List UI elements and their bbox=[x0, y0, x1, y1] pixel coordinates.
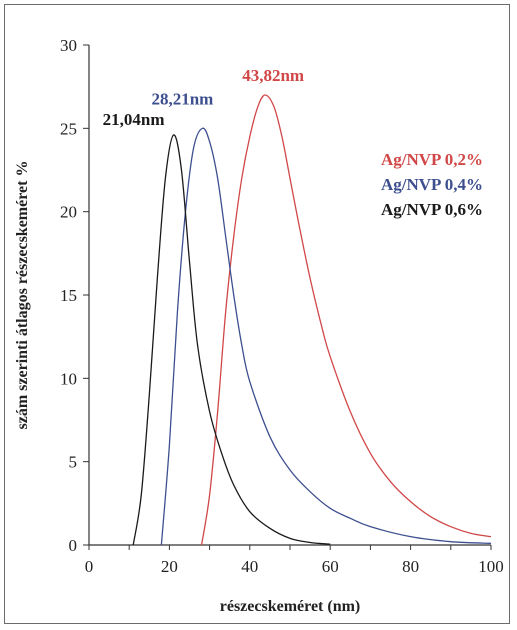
series-line-ag-nvp-0-4 bbox=[160, 127, 492, 546]
y-axis-title: szám szerinti átlagos részecskeméret % bbox=[14, 161, 31, 430]
chart-frame: 0 5 10 15 20 25 30 0 20 40 60 80 100 43,82nm 28,21nm… bbox=[4, 4, 510, 624]
peak-label-ag-nvp-0-2: 43,82nm bbox=[242, 66, 304, 85]
particle-size-chart: 0 5 10 15 20 25 30 0 20 40 60 80 100 43,82nm 28,21nm… bbox=[14, 36, 504, 615]
series-line-ag-nvp-0-6 bbox=[132, 134, 331, 546]
x-axis-ticks: 0 20 40 60 80 100 bbox=[85, 545, 504, 576]
y-tick-label: 5 bbox=[69, 453, 78, 472]
legend-item-ag-nvp-0-4: Ag/NVP 0,4% bbox=[381, 175, 483, 194]
legend-item-ag-nvp-0-2: Ag/NVP 0,2% bbox=[381, 150, 483, 169]
y-tick-label: 15 bbox=[60, 286, 77, 305]
series-lines bbox=[132, 94, 492, 546]
x-tick-label: 20 bbox=[161, 557, 178, 576]
y-tick-label: 30 bbox=[60, 36, 77, 55]
x-tick-label: 80 bbox=[402, 557, 419, 576]
x-axis-title: részecskeméret (nm) bbox=[220, 598, 361, 615]
legend-item-ag-nvp-0-6: Ag/NVP 0,6% bbox=[381, 200, 483, 219]
x-tick-label: 40 bbox=[241, 557, 258, 576]
legend: Ag/NVP 0,2% Ag/NVP 0,4% Ag/NVP 0,6% bbox=[381, 150, 483, 219]
peak-label-ag-nvp-0-4: 28,21nm bbox=[151, 89, 213, 108]
x-tick-label: 100 bbox=[478, 557, 504, 576]
y-tick-label: 10 bbox=[60, 369, 77, 388]
y-tick-label: 0 bbox=[69, 536, 78, 555]
series-line-ag-nvp-0-2 bbox=[200, 94, 492, 546]
peak-labels: 43,82nm 28,21nm 21,04nm bbox=[103, 66, 304, 129]
x-tick-label: 0 bbox=[85, 557, 94, 576]
y-axis-ticks: 0 5 10 15 20 25 30 bbox=[60, 36, 89, 555]
peak-label-ag-nvp-0-6: 21,04nm bbox=[103, 110, 165, 129]
y-tick-label: 25 bbox=[60, 119, 77, 138]
x-tick-label: 60 bbox=[322, 557, 339, 576]
y-tick-label: 20 bbox=[60, 203, 77, 222]
